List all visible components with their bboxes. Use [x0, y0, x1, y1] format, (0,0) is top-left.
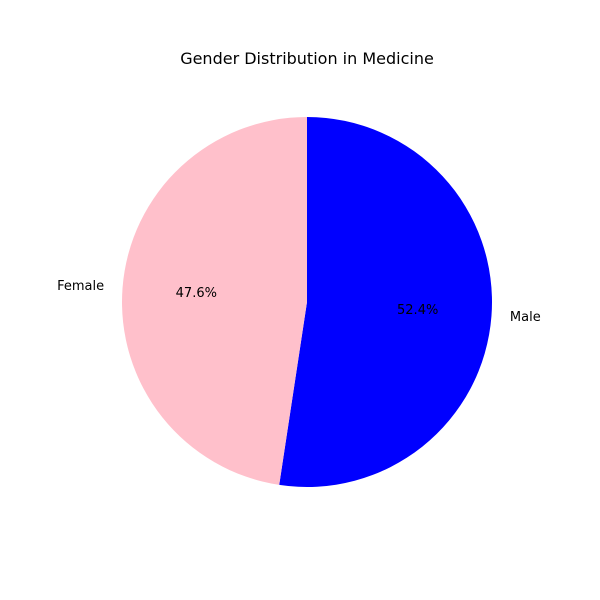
pie-slice-female [122, 117, 308, 485]
pie-slice-male [279, 117, 492, 488]
slice-label-male: Male [510, 310, 541, 325]
pie-slices [122, 117, 492, 488]
slice-label-female: Female [57, 279, 104, 294]
pct-label-male: 52.4% [397, 303, 438, 318]
pct-label-female: 47.6% [176, 286, 217, 301]
chart-title: Gender Distribution in Medicine [180, 49, 434, 68]
pie-labels: Male 52.4% Female 47.6% [57, 279, 541, 325]
